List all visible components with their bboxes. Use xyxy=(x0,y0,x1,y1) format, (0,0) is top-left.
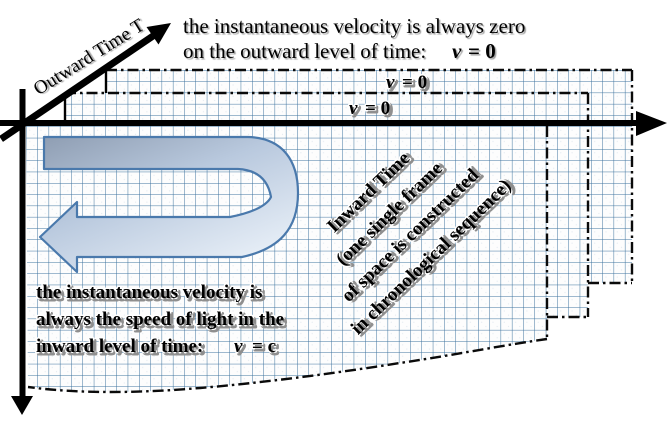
outward-note-v: v xyxy=(452,39,462,63)
outward-note-line2: on the outward level of time: xyxy=(183,39,426,63)
strip-labels: v = 0 v = 0 xyxy=(348,71,429,121)
inward-note-rhs: = c xyxy=(252,336,276,357)
outward-note-rhs: = 0 xyxy=(468,39,496,63)
dash-dot-borders xyxy=(27,68,634,394)
upper-grid-region xyxy=(65,70,632,122)
strip-label-1-rhs: = 0 xyxy=(402,72,427,93)
time-axes xyxy=(0,23,667,415)
inward-note-line1: the instantaneous velocity is xyxy=(36,282,262,303)
outward-note-line1: the instantaneous velocity is always zer… xyxy=(183,14,525,38)
lower-grid-region xyxy=(26,126,632,392)
u-turn-arrow xyxy=(38,135,300,274)
outward-axis-arrowhead xyxy=(146,23,171,45)
vertical-axis-arrowhead xyxy=(11,396,33,415)
horizontal-time-axis xyxy=(0,120,636,126)
strip-label-2-rhs: = 0 xyxy=(365,98,390,119)
inward-note: the instantaneous velocity is always the… xyxy=(35,281,286,359)
outward-time-axis xyxy=(0,33,155,142)
vertical-time-axis xyxy=(19,89,26,398)
inward-note-v: v xyxy=(234,336,243,357)
horizontal-axis-arrowhead xyxy=(636,111,667,136)
wavy-bottom-border xyxy=(27,337,548,394)
inward-note-line3: inward level of time: xyxy=(36,336,203,357)
strip-label-1-v: v xyxy=(386,72,395,93)
outward-note: the instantaneous velocity is always zer… xyxy=(183,14,525,63)
strip-label-2-v: v xyxy=(349,98,358,119)
inward-note-line2: always the speed of light in the xyxy=(36,309,284,330)
